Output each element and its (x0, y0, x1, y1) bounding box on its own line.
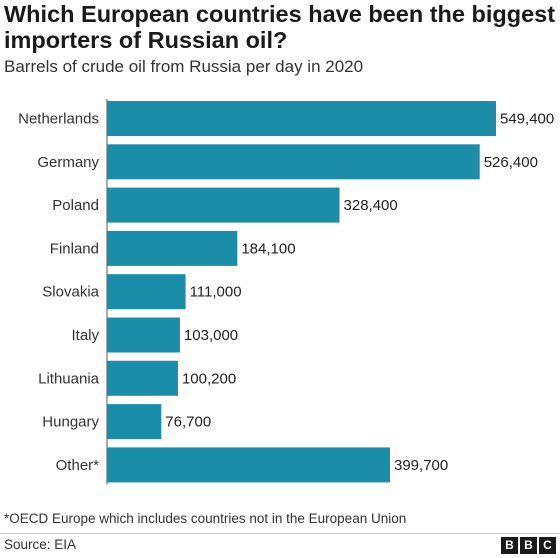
value-label: 76,700 (165, 414, 211, 431)
bar (107, 101, 496, 136)
bar (107, 230, 238, 266)
bbc-logo: B B C (501, 537, 556, 554)
category-label: Hungary (42, 414, 99, 431)
bar (107, 187, 340, 223)
value-label: 526,400 (484, 154, 538, 171)
bar (107, 274, 186, 310)
bar-chart: Netherlands 549,400 Germany 526,400 Poland 32… (18, 99, 554, 485)
source-note: Source: EIA (4, 537, 77, 552)
category-label: Other* (56, 457, 100, 474)
footer-divider (0, 533, 560, 534)
value-label: 549,400 (500, 111, 554, 128)
category-label: Finland (50, 240, 99, 257)
chart-subtitle: Barrels of crude oil from Russia per day… (4, 57, 364, 76)
footnote: *OECD Europe which includes countries no… (4, 511, 407, 526)
bbc-logo-block: C (539, 537, 556, 554)
bar (107, 447, 391, 483)
bbc-logo-block: B (501, 537, 518, 554)
category-label: Germany (37, 154, 99, 171)
value-label: 184,100 (241, 240, 295, 257)
bbc-logo-block: B (520, 537, 537, 554)
category-label: Slovakia (42, 284, 99, 301)
chart-title: Which European countries have been the b… (4, 1, 556, 53)
value-label: 111,000 (190, 284, 242, 301)
bar (107, 404, 162, 440)
value-label: 328,400 (344, 197, 398, 214)
category-label: Lithuania (38, 370, 100, 387)
category-label: Netherlands (18, 111, 99, 128)
bar (107, 144, 480, 180)
value-label: 399,700 (394, 457, 448, 474)
bar (107, 317, 180, 353)
bar (107, 360, 178, 396)
value-label: 100,200 (182, 370, 236, 387)
value-label: 103,000 (184, 327, 238, 344)
category-label: Poland (52, 197, 99, 214)
category-label: Italy (71, 327, 99, 344)
